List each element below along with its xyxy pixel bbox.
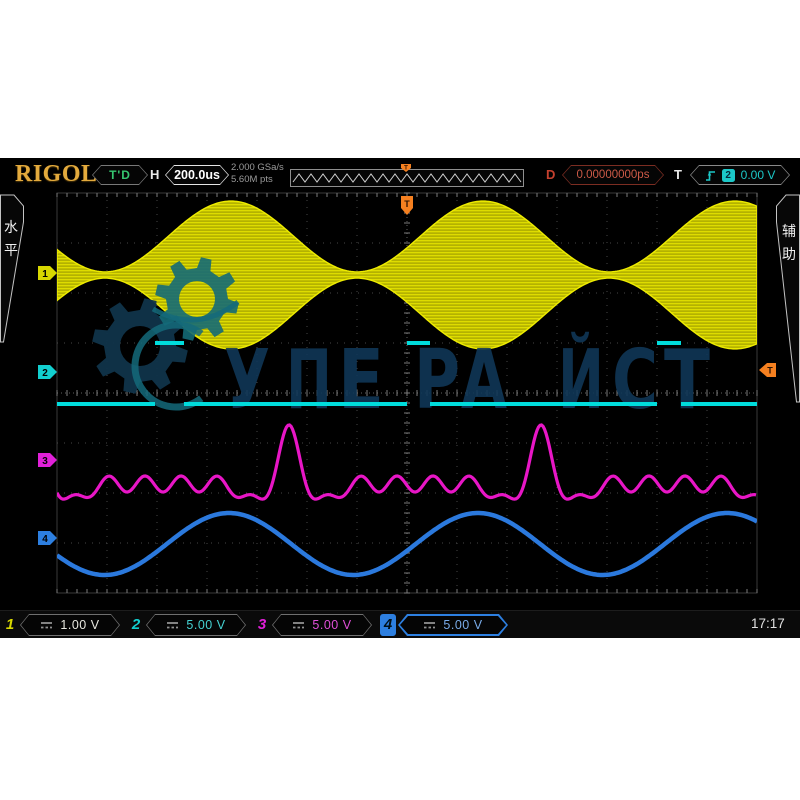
watermark-letter: П [286, 333, 332, 428]
channel-2-scale-badge: 5.00 V [146, 614, 246, 636]
svg-text:T: T [404, 165, 408, 172]
svg-text:T: T [404, 199, 410, 209]
scope-display: УПЕРАЙСТ 1 2 3 4 T T [0, 158, 800, 638]
trigger-source-badge: 2 [722, 169, 735, 182]
trigger-status-text: T'D [109, 168, 131, 182]
channel-1-scale-value: 1.00 V [60, 618, 99, 632]
dc-coupling-icon [40, 620, 53, 630]
channel-1-scale-badge: 1.00 V [20, 614, 120, 636]
tab-horizontal-label: 水平 [3, 216, 19, 262]
oscilloscope-screen: УПЕРАЙСТ 1 2 3 4 T T RIGOL T'D H 200.0us 2.000… [0, 158, 800, 638]
ch3-waveform [57, 425, 756, 499]
svg-text:2: 2 [42, 368, 48, 379]
rigol-logo: RIGOL [15, 161, 98, 188]
delay-value: 0.00000000ps [577, 169, 650, 181]
watermark-letter: Р [414, 333, 460, 428]
preview-trigger-position-icon: T [400, 160, 412, 178]
ch2-marker[interactable]: 2 [38, 365, 57, 379]
channel-2-number: 2 [128, 614, 144, 636]
channel-1-number: 1 [2, 614, 18, 636]
channel-2-scale-value: 5.00 V [186, 618, 225, 632]
channel-3-scale-value: 5.00 V [312, 618, 351, 632]
watermark-letter: Т [664, 333, 710, 428]
trigger-level-value: 0.00 V [741, 168, 776, 182]
rising-edge-icon [705, 169, 716, 182]
timebase-value: 200.0us [174, 168, 220, 182]
channel-3-number: 3 [254, 614, 270, 636]
acquisition-info: 2.000 GSa/s 5.60M pts [231, 162, 284, 185]
ch4-marker[interactable]: 4 [38, 531, 57, 545]
channel-2-badge[interactable]: 2 5.00 V [128, 614, 246, 636]
dc-coupling-icon [423, 620, 436, 630]
top-status-bar: RIGOL T'D H 200.0us 2.000 GSa/s 5.60M pt… [0, 158, 800, 191]
channel-markers: 1 2 3 4 [38, 266, 57, 545]
channel-4-scale-value: 5.00 V [443, 618, 482, 632]
svg-text:T: T [767, 366, 773, 376]
ch3-marker[interactable]: 3 [38, 453, 57, 467]
watermark-letter: Е [338, 333, 384, 428]
svg-text:1: 1 [42, 269, 48, 280]
delay-badge[interactable]: 0.00000000ps [562, 165, 664, 185]
trigger-settings-badge[interactable]: 2 0.00 V [690, 165, 790, 185]
timebase-badge[interactable]: 200.0us [165, 165, 229, 185]
clock: 17:17 [751, 616, 785, 631]
channel-3-badge[interactable]: 3 5.00 V [254, 614, 372, 636]
sample-rate: 2.000 GSa/s [231, 162, 284, 174]
channel-4-scale-badge: 5.00 V [398, 614, 508, 636]
dc-coupling-icon [292, 620, 305, 630]
ch1-marker[interactable]: 1 [38, 266, 57, 280]
channel-status-bar: 1 1.00 V 2 5.00 V 3 5.00 V 4 5.00 V 17:17 [0, 610, 800, 638]
trigger-label: T [674, 167, 682, 182]
svg-text:4: 4 [42, 534, 48, 545]
page: УПЕРАЙСТ 1 2 3 4 T T RIGOL T'D H 200.0us 2.000… [0, 0, 800, 800]
channel-4-number: 4 [380, 614, 396, 636]
memory-depth: 5.60M pts [231, 174, 284, 186]
watermark-letter: С [612, 333, 658, 428]
trigger-position-marker[interactable]: T [401, 196, 413, 215]
watermark-letter: У [224, 333, 270, 428]
channel-3-scale-badge: 5.00 V [272, 614, 372, 636]
delay-label: D [546, 167, 555, 182]
horizontal-label: H [150, 167, 159, 182]
trigger-status-badge[interactable]: T'D [92, 165, 148, 185]
tab-utility-label: 辅助 [781, 220, 797, 266]
svg-text:3: 3 [42, 456, 48, 467]
watermark-letter: А [461, 333, 507, 428]
watermark-letter: Й [558, 332, 604, 428]
channel-4-badge[interactable]: 4 5.00 V [380, 614, 508, 636]
dc-coupling-icon [166, 620, 179, 630]
channel-1-badge[interactable]: 1 1.00 V [2, 614, 120, 636]
